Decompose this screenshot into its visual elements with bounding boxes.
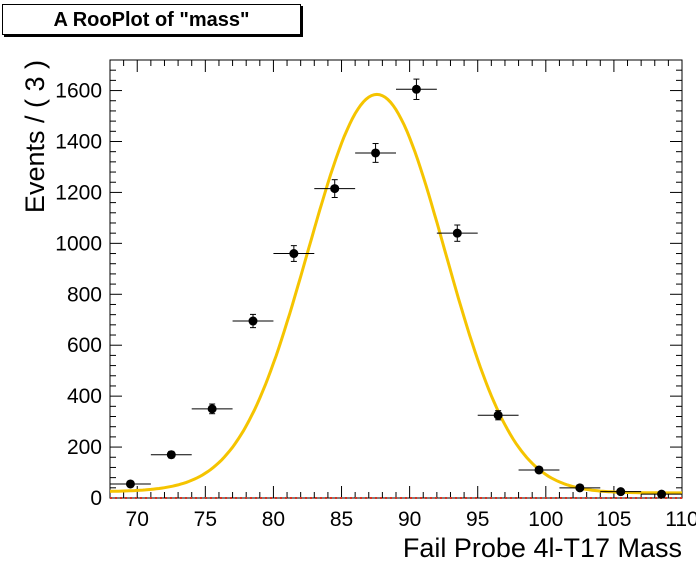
data-marker [493,410,503,420]
data-point [559,483,601,493]
x-tick-label: 100 [528,508,563,531]
y-axis-title: Events / ( 3 ) [20,60,50,213]
data-point [518,465,560,475]
x-tick-label: 75 [194,508,217,531]
plot-title-box: A RooPlot of "mass" [2,4,301,35]
x-tick-label: 95 [466,508,489,531]
fit-curve [109,92,682,495]
y-tick-label: 800 [67,283,102,306]
data-marker [207,404,217,414]
data-point [314,179,356,199]
x-tick-label: 85 [330,508,353,531]
data-marker [411,84,421,94]
data-point [110,479,151,489]
data-point [436,224,478,242]
y-tick-label: 1200 [55,181,102,204]
x-tick-label: 80 [262,508,285,531]
y-tick-label: 400 [67,385,102,408]
data-marker [330,184,340,194]
data-marker [534,465,544,475]
data-point [641,489,682,499]
y-tick-label: 1400 [55,130,102,153]
data-marker [289,249,299,259]
data-marker [657,489,667,499]
y-tick-label: 0 [90,487,102,510]
plot-frame [109,59,683,499]
y-tick-label: 600 [67,334,102,357]
data-point [477,410,519,421]
data-marker [575,483,585,493]
plot-title: A RooPlot of "mass" [53,9,250,31]
x-tick-label: 105 [596,508,631,531]
data-point [191,403,233,415]
data-point [150,450,192,460]
data-point [396,78,437,100]
y-tick-label: 1000 [55,232,102,255]
data-point [273,245,315,262]
data-marker [248,316,258,326]
data-marker [452,228,462,238]
data-marker [125,479,135,489]
y-tick-label: 200 [67,436,102,459]
x-tick-label: 70 [126,508,149,531]
data-point [232,313,274,329]
data-point [600,487,642,497]
x-tick-label: 90 [398,508,421,531]
data-marker [371,148,381,158]
x-tick-label: 110 [665,508,696,531]
data-marker [616,487,626,497]
data-marker [166,450,176,460]
fit-curve-outline [109,93,682,494]
y-tick-label: 1600 [55,80,102,103]
data-point [355,143,396,163]
x-axis-title: Fail Probe 4l-T17 Mass [403,533,682,563]
